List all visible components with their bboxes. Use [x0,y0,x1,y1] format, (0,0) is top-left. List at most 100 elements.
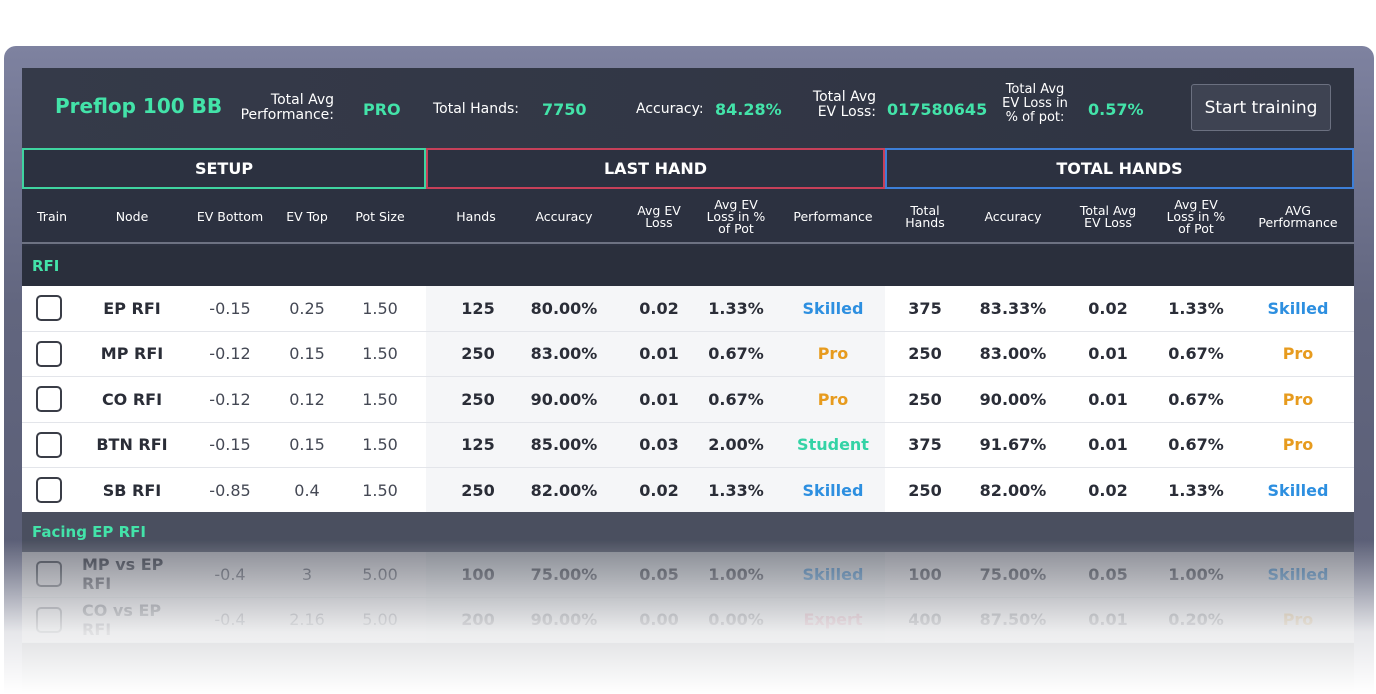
cell-ev-pct: 0.67% [708,389,764,409]
col-total-avg-ev-loss-line-2: EV Loss [1084,214,1132,230]
cell-perf: Skilled [802,480,864,500]
cell-t-accuracy: 90.00% [979,389,1047,409]
cell-ev-bottom: -0.4 [214,610,246,630]
total-avg-ev-loss-value: 017580645 [887,100,988,119]
cell-hands: 250 [461,389,495,409]
cell-ev-top: 0.15 [289,344,325,364]
train-checkbox[interactable] [36,340,62,367]
col-hands[interactable]: Hands [456,208,496,224]
col-node[interactable]: Node [115,208,149,224]
cell-pot: 1.50 [362,480,398,500]
cell-ev-bottom: -0.15 [209,298,251,318]
section-total-hands: TOTAL HANDS [885,148,1354,189]
cell-ev-loss: 0.02 [639,298,679,318]
col-pot-size[interactable]: Pot Size [355,208,405,224]
cell-node: CO RFI [101,389,163,409]
col-total-hands[interactable]: Total Hands [890,189,960,244]
cell-t-perf: Pro [1282,435,1314,455]
evloss-label-line-2: EV Loss: [817,104,876,120]
col-performance[interactable]: Performance [793,208,873,224]
table-row[interactable]: MP vs EP RFI -0.4 3 5.00 100 75.00% 0.05 1.00% S… [22,552,1354,598]
cell-ev-top: 3 [301,564,313,584]
train-checkbox[interactable] [36,606,62,633]
total-avg-performance-label: Total Avg Performance: [240,93,334,123]
cell-t-perf: Pro [1282,344,1314,364]
cell-ev-loss: 0.05 [639,564,679,584]
cell-t-hands: 400 [908,610,942,630]
col-ev-bottom[interactable]: EV Bottom [196,208,264,224]
cell-node: CO vs EP RFI [82,600,162,639]
cell-t-hands: 250 [908,389,942,409]
cell-t-ev-loss: 0.02 [1088,298,1128,318]
cell-t-ev-loss: 0.01 [1088,610,1128,630]
cell-ev-bottom: -0.12 [209,389,251,409]
table-row[interactable]: BTN RFI -0.15 0.15 1.50 125 85.00% 0.03 2.00% St… [22,422,1354,468]
cell-hands: 100 [461,564,495,584]
cell-accuracy: 83.00% [530,344,598,364]
last-hand-band [426,468,885,513]
cell-ev-top: 0.15 [289,435,325,455]
col-avg-perf-line-1: AVG [1285,202,1311,218]
col-ev-top[interactable]: EV Top [286,208,328,224]
col-train[interactable]: Train [37,208,67,224]
col-avg-performance[interactable]: AVG Performance [1244,189,1352,244]
cell-accuracy: 90.00% [530,389,598,409]
cell-ev-pct: 1.00% [708,564,764,584]
total-hands-label: Total Hands: [433,101,520,117]
cell-t-ev-loss: 0.01 [1088,344,1128,364]
cell-t-perf: Skilled [1267,564,1329,584]
table-row[interactable]: EP RFI -0.15 0.25 1.50 125 80.00% 0.02 1.33% Ski… [22,286,1354,332]
col-avg-ev-loss-line-1: Avg EV [637,202,681,218]
col-total-avg-ev-loss[interactable]: Total Avg EV Loss [1066,189,1150,244]
train-checkbox[interactable] [36,431,62,458]
col-total-avg-ev-loss-line-1: Total Avg [1079,202,1137,218]
column-header-row: Train Node EV Bottom EV Top Pot Size Han… [22,189,1354,244]
train-checkbox[interactable] [36,386,62,412]
cell-t-ev-pct: 0.67% [1168,435,1224,455]
table-row[interactable]: SB RFI -0.85 0.4 1.50 250 82.00% 0.02 1.33% Skil… [22,468,1354,514]
col-total-accuracy[interactable]: Accuracy [984,208,1042,224]
section-bar: SETUP LAST HAND TOTAL HANDS [22,148,1354,189]
group-row-rfi[interactable]: RFI [22,246,1354,286]
last-hand-band [426,377,885,422]
cell-t-accuracy: 83.33% [979,298,1047,318]
train-checkbox[interactable] [36,477,62,503]
table-row[interactable]: CO RFI -0.12 0.12 1.50 250 90.00% 0.01 0.67% Pro… [22,377,1354,423]
group-row-facing-ep-rfi[interactable]: Facing EP RFI [22,512,1354,552]
cell-pot: 1.50 [362,389,398,409]
cell-node: SB RFI [102,480,162,500]
col-total-avg-ev-pct-line-3: of Pot [1178,220,1214,236]
cell-node: EP RFI [103,298,161,318]
cell-t-accuracy: 75.00% [979,564,1047,584]
cell-ev-bottom: -0.15 [209,435,251,455]
table-row[interactable]: MP RFI -0.12 0.15 1.50 250 83.00% 0.01 0.67% Pro… [22,331,1354,377]
start-training-button[interactable]: Start training [1191,84,1331,131]
app-panel: Preflop 100 BB Total Avg Performance: PR… [22,68,1354,694]
col-avg-perf-line-2: Performance [1258,214,1338,230]
cell-perf: Skilled [802,564,864,584]
cell-t-accuracy: 83.00% [979,344,1047,364]
cell-hands: 200 [461,610,495,630]
cell-perf: Skilled [802,298,864,318]
cell-ev-loss: 0.00 [639,610,679,630]
cell-t-ev-loss: 0.05 [1088,564,1128,584]
col-accuracy[interactable]: Accuracy [535,208,593,224]
evpot-label-line-2: EV Loss in [1002,96,1068,111]
evpot-label-line-1: Total Avg [1005,82,1065,97]
cell-pot: 5.00 [362,610,398,630]
train-checkbox[interactable] [36,295,62,321]
table-row[interactable]: CO vs EP RFI -0.4 2.16 5.00 200 90.00% 0.00 0.0… [22,597,1354,643]
cell-t-hands: 375 [908,298,942,318]
cell-node: MP RFI [100,344,164,364]
evpot-label-line-3: % of pot: [1005,110,1065,125]
col-avg-ev-loss-pct[interactable]: Avg EV Loss in % of Pot [696,189,776,244]
cell-perf: Expert [803,610,863,630]
col-avg-ev-loss[interactable]: Avg EV Loss [622,189,696,244]
train-checkbox[interactable] [36,561,62,587]
cell-t-accuracy: 91.67% [979,435,1047,455]
cell-t-perf: Pro [1282,610,1314,630]
col-avg-ev-pct-line-2: Loss in % [706,208,766,224]
cell-ev-pct: 1.33% [708,298,764,318]
col-total-avg-ev-pct[interactable]: Avg EV Loss in % of Pot [1158,189,1234,244]
evloss-label-line-1: Total Avg [812,89,876,105]
